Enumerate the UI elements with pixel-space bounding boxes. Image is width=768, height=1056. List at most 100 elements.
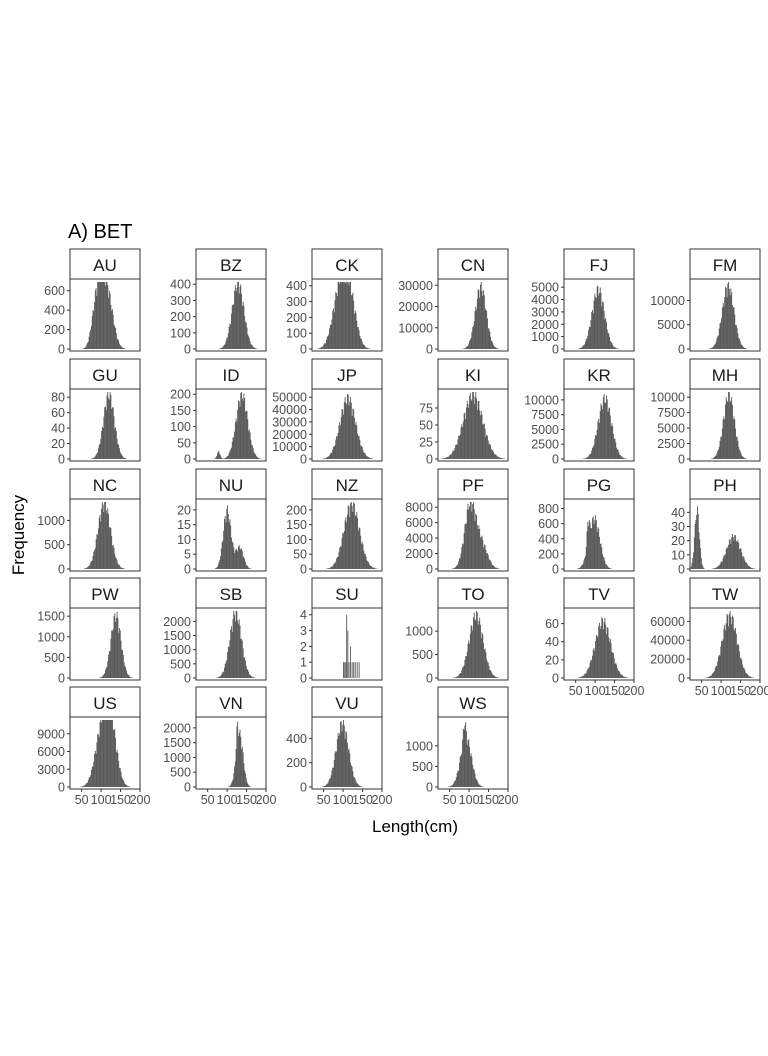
histogram-bar bbox=[599, 411, 601, 459]
histogram-bar bbox=[225, 457, 227, 459]
histogram-bar bbox=[107, 661, 109, 678]
y-tick-label: 5000 bbox=[531, 281, 559, 295]
histogram-bar bbox=[453, 450, 455, 459]
histogram-bar bbox=[616, 447, 618, 459]
histogram-bar bbox=[92, 310, 94, 349]
y-tick-label: 500 bbox=[44, 651, 65, 665]
histogram-bar bbox=[106, 513, 108, 569]
histogram-bar bbox=[231, 442, 233, 459]
histogram-bar bbox=[347, 282, 349, 349]
histogram-bar bbox=[611, 423, 613, 459]
histogram-bar bbox=[338, 425, 340, 459]
histogram-bar bbox=[603, 394, 605, 459]
histogram-bar bbox=[115, 327, 117, 349]
histogram-bar bbox=[600, 403, 602, 459]
histogram-bar bbox=[607, 628, 609, 678]
histogram-bar bbox=[472, 392, 474, 459]
histogram-bar bbox=[595, 641, 597, 678]
x-tick-label: 100 bbox=[91, 793, 112, 807]
histogram-bar bbox=[455, 777, 457, 787]
histogram-bar bbox=[480, 785, 481, 787]
strip-box bbox=[311, 468, 383, 500]
histogram-bar bbox=[621, 674, 623, 678]
histogram-bar bbox=[84, 347, 85, 349]
histogram-bar bbox=[345, 517, 347, 569]
histogram-bar bbox=[478, 290, 480, 349]
y-tick-label: 40000 bbox=[272, 403, 307, 417]
histogram-bar bbox=[247, 783, 249, 787]
histogram-bar bbox=[582, 563, 584, 569]
histogram-bar bbox=[356, 320, 358, 349]
histogram-bar bbox=[103, 512, 105, 569]
histogram-bar bbox=[585, 458, 586, 459]
histogram-bar bbox=[369, 457, 371, 459]
histogram-bar bbox=[241, 551, 243, 569]
histogram-bar bbox=[229, 519, 231, 569]
histogram-bar bbox=[713, 457, 715, 459]
histogram-bar bbox=[715, 665, 717, 678]
histogram-bar bbox=[115, 737, 117, 787]
histogram-bar bbox=[248, 785, 250, 787]
histogram-bars bbox=[708, 282, 747, 349]
histogram-bar bbox=[614, 347, 616, 349]
histogram-bar bbox=[357, 433, 359, 459]
histogram-bar bbox=[230, 525, 232, 569]
histogram-bar bbox=[99, 722, 101, 787]
histogram-bar bbox=[220, 347, 222, 349]
histogram-bar bbox=[485, 652, 487, 678]
y-tick-label: 200 bbox=[286, 503, 307, 517]
histogram-bar bbox=[322, 786, 324, 787]
histogram-bar bbox=[741, 345, 743, 349]
histogram-bar bbox=[336, 436, 338, 459]
histogram-bar bbox=[451, 785, 453, 787]
histogram-bar bbox=[712, 672, 714, 678]
histogram-bar bbox=[744, 458, 746, 459]
histogram-bar bbox=[497, 456, 499, 459]
histogram-bar bbox=[333, 563, 335, 569]
histogram-bar bbox=[716, 567, 718, 569]
histogram-bar bbox=[344, 397, 346, 459]
y-tick-label: 6000 bbox=[37, 745, 65, 759]
histogram-bar bbox=[582, 345, 584, 349]
histogram-bar bbox=[359, 439, 361, 459]
histogram-bar bbox=[620, 673, 621, 678]
histogram-bar bbox=[691, 562, 693, 569]
histogram-bar bbox=[336, 751, 338, 787]
histogram-bar bbox=[742, 556, 744, 569]
histogram-bar bbox=[607, 332, 609, 349]
histogram-bar bbox=[464, 412, 466, 459]
histogram-bar bbox=[244, 657, 246, 678]
histogram-bar bbox=[126, 785, 128, 787]
histogram-bar bbox=[485, 436, 487, 459]
histogram-bar bbox=[122, 649, 124, 678]
histogram-bar bbox=[83, 785, 85, 787]
histogram-bar bbox=[601, 306, 603, 349]
histogram-bar bbox=[334, 752, 336, 787]
histogram-bar bbox=[467, 345, 469, 349]
histogram-bar bbox=[480, 537, 481, 569]
histogram-bar bbox=[725, 630, 726, 678]
histogram-bar bbox=[362, 544, 364, 569]
histogram-bar bbox=[718, 654, 720, 678]
histogram-bar bbox=[234, 550, 236, 569]
histogram-bar bbox=[483, 295, 485, 349]
y-tick-label: 5000 bbox=[657, 422, 685, 436]
x-tick-label: 200 bbox=[624, 684, 645, 698]
histogram-bar bbox=[339, 422, 341, 459]
histogram-bar bbox=[229, 640, 231, 678]
histogram-bar bbox=[230, 629, 232, 678]
histogram-bar bbox=[241, 640, 243, 678]
histogram-bar bbox=[96, 295, 98, 349]
histogram-bar bbox=[749, 567, 751, 569]
histogram-bar bbox=[350, 762, 352, 787]
histogram-bar bbox=[742, 664, 744, 678]
histogram-bar bbox=[94, 753, 96, 787]
histogram-bar bbox=[354, 503, 355, 569]
histogram-bar bbox=[478, 401, 480, 459]
strip-box bbox=[311, 248, 383, 280]
histogram-bar bbox=[494, 346, 496, 349]
histogram-bar bbox=[589, 662, 591, 678]
histogram-bar bbox=[476, 779, 478, 787]
histogram-bar bbox=[470, 400, 472, 459]
histogram-bar bbox=[354, 417, 355, 459]
